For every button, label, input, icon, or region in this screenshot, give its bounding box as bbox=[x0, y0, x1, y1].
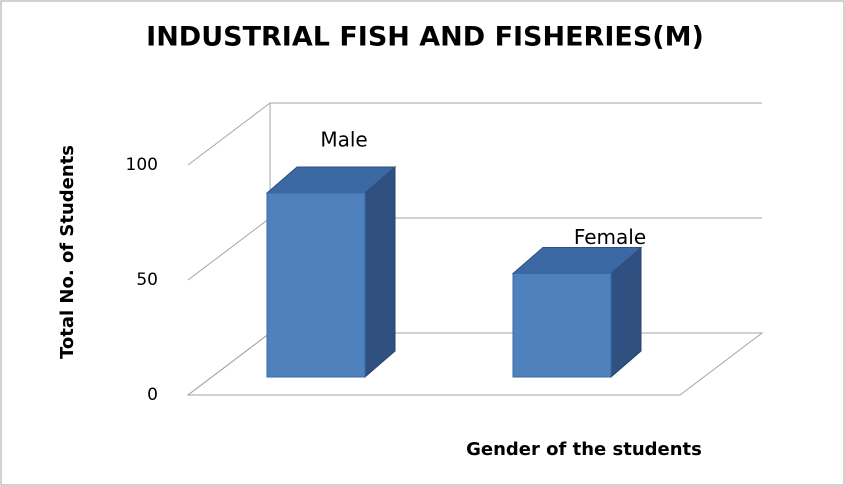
y-tick-label: 100 bbox=[126, 155, 158, 175]
y-axis-title: Total No. of Students bbox=[57, 145, 78, 359]
x-axis-title: Gender of the students bbox=[466, 439, 702, 460]
data-label: Male bbox=[320, 128, 367, 152]
grid-line bbox=[187, 102, 762, 166]
y-tick-label: 0 bbox=[147, 385, 158, 405]
bar bbox=[512, 273, 612, 378]
bar-side bbox=[364, 165, 396, 379]
chart-title: INDUSTRIAL FISH AND FISHERIES(M) bbox=[146, 22, 704, 53]
data-label: Female bbox=[574, 225, 646, 249]
bar bbox=[266, 192, 366, 378]
y-tick-label: 50 bbox=[136, 270, 158, 290]
